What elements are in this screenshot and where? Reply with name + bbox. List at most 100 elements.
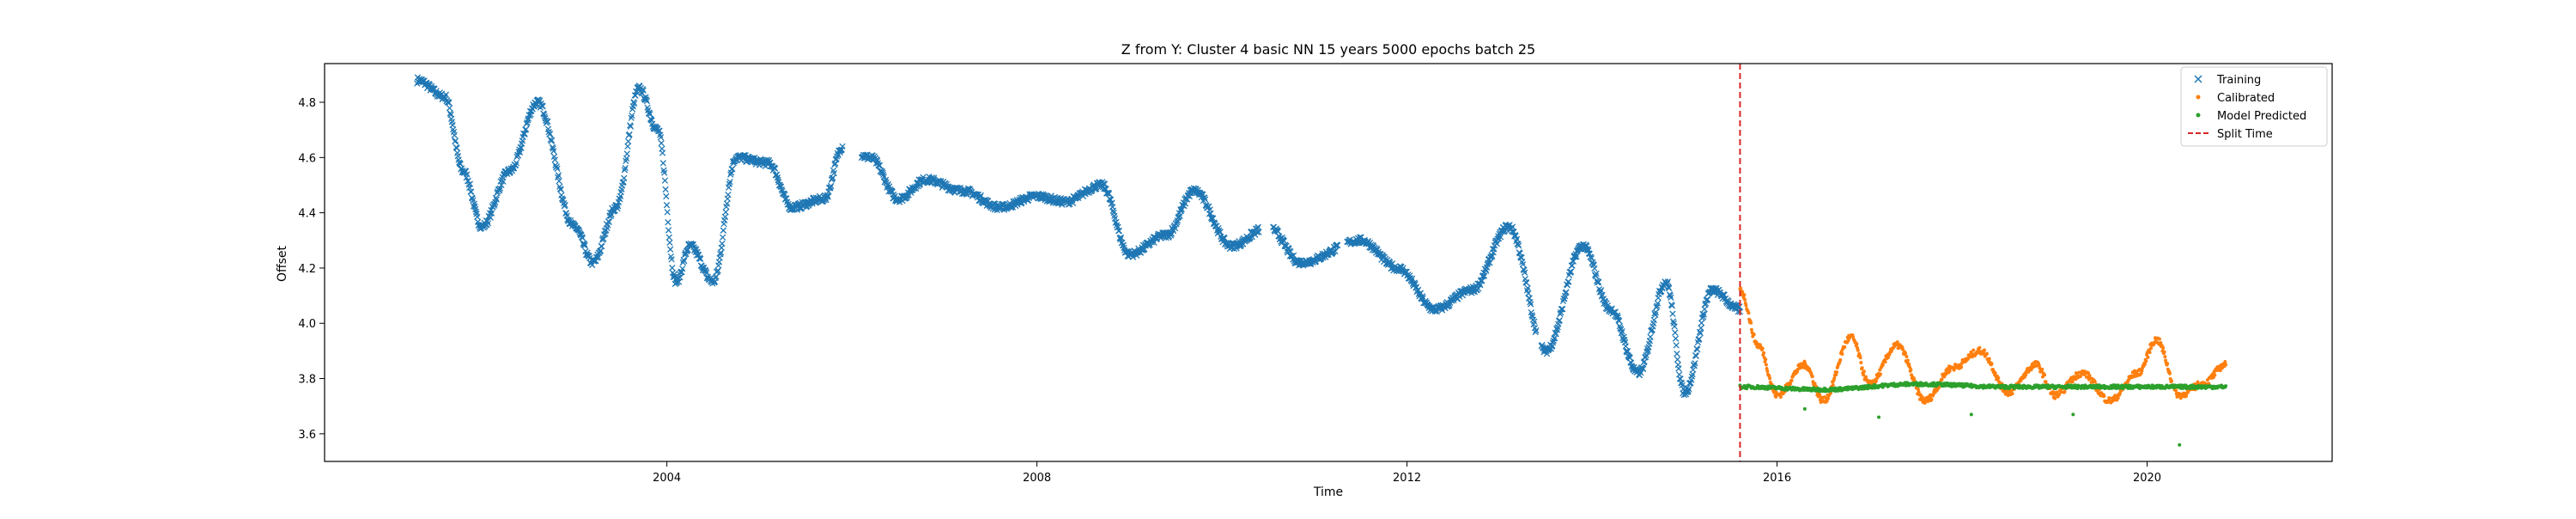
training-point <box>1285 245 1292 253</box>
calibrated-point <box>1739 286 1743 290</box>
training-point <box>474 213 481 221</box>
calibrated-point <box>2163 355 2167 359</box>
training-point <box>828 182 835 190</box>
training-point <box>824 193 831 200</box>
training-point <box>1332 247 1339 255</box>
calibrated-point <box>1990 362 1994 366</box>
calibrated-point <box>2140 369 2144 373</box>
calibrated-point <box>2223 359 2227 363</box>
calibrated-point <box>2142 362 2147 366</box>
training-point <box>1686 386 1692 393</box>
calibrated-point <box>1741 290 1745 294</box>
training-point <box>1673 342 1680 349</box>
calibrated-point <box>2043 373 2047 377</box>
training-point <box>1176 212 1183 219</box>
calibrated-point <box>1778 394 1783 399</box>
training-point <box>466 180 474 187</box>
training-point <box>1201 196 1209 203</box>
training-point <box>827 184 834 191</box>
predicted-point <box>2224 384 2228 388</box>
training-point <box>771 165 779 172</box>
training-point <box>1207 214 1215 222</box>
training-point <box>878 168 885 175</box>
calibrated-point <box>1835 370 1839 375</box>
training-point <box>659 160 666 167</box>
training-point <box>1668 294 1674 301</box>
calibrated-point <box>1789 379 1794 383</box>
training-point <box>1672 329 1679 336</box>
calibrated-point <box>2146 355 2150 359</box>
training-point <box>1408 275 1416 282</box>
calibrated-point <box>2167 371 2172 376</box>
calibrated-point <box>1959 364 1964 369</box>
legend-dot-marker <box>2196 113 2201 118</box>
calibrated-point <box>1878 372 1882 376</box>
legend-label: Calibrated <box>2217 92 2275 105</box>
training-point <box>668 256 675 263</box>
training-point <box>1647 333 1654 340</box>
y-axis-label: Offset <box>276 245 289 282</box>
calibrated-point <box>1813 382 1817 386</box>
training-point <box>549 137 556 144</box>
training-point <box>1642 354 1649 361</box>
training-point <box>719 240 726 247</box>
training-point <box>1697 330 1704 337</box>
training-point <box>1559 305 1566 313</box>
training-point <box>659 150 666 156</box>
training-point <box>1334 241 1341 249</box>
training-point <box>452 137 459 144</box>
training-point <box>625 137 632 145</box>
training-point <box>1525 290 1532 297</box>
training-point <box>1182 200 1189 207</box>
calibrated-point <box>2107 396 2111 400</box>
training-point <box>1509 223 1516 230</box>
training-point <box>720 234 726 241</box>
calibrated-point <box>1749 327 1753 332</box>
training-point <box>446 99 453 107</box>
training-point <box>879 169 886 176</box>
calibrated-point <box>2093 380 2097 384</box>
training-point <box>1653 303 1660 311</box>
training-point <box>1523 279 1530 286</box>
training-point <box>1664 278 1672 285</box>
training-point <box>1618 329 1625 337</box>
training-point <box>977 192 984 198</box>
training-point <box>1557 310 1564 318</box>
training-point <box>1685 388 1692 394</box>
training-point <box>1521 269 1528 276</box>
training-point <box>1481 272 1488 279</box>
calibrated-point <box>1838 357 1843 362</box>
training-point <box>626 131 633 138</box>
training-point <box>562 201 568 209</box>
calibrated-point <box>1952 368 1956 372</box>
training-point <box>1417 290 1425 296</box>
y-tick-label: 3.8 <box>298 374 316 387</box>
calibrated-point <box>1862 369 1866 374</box>
calibrated-point <box>1810 375 1814 379</box>
training-point <box>557 186 564 193</box>
training-point <box>823 193 830 200</box>
training-point <box>640 87 647 94</box>
calibrated-point <box>2170 379 2174 383</box>
training-point <box>727 171 734 178</box>
training-point <box>631 100 638 107</box>
training-point <box>553 163 560 170</box>
training-point <box>666 239 673 247</box>
calibrated-point <box>1901 347 1905 351</box>
training-point <box>1532 328 1539 336</box>
training-point <box>621 167 629 174</box>
training-point <box>1486 260 1493 266</box>
calibrated-point <box>1940 377 1944 382</box>
calibrated-point <box>1883 360 1887 364</box>
calibrated-point <box>2070 380 2075 384</box>
training-point <box>930 174 938 181</box>
training-point <box>1639 365 1647 373</box>
training-point <box>1675 365 1682 372</box>
training-point <box>729 165 736 173</box>
training-point <box>1698 325 1704 332</box>
calibrated-point <box>2102 394 2106 398</box>
training-point <box>839 143 846 150</box>
calibrated-point <box>1993 371 1997 376</box>
training-point <box>1595 278 1602 286</box>
training-point <box>623 150 630 157</box>
